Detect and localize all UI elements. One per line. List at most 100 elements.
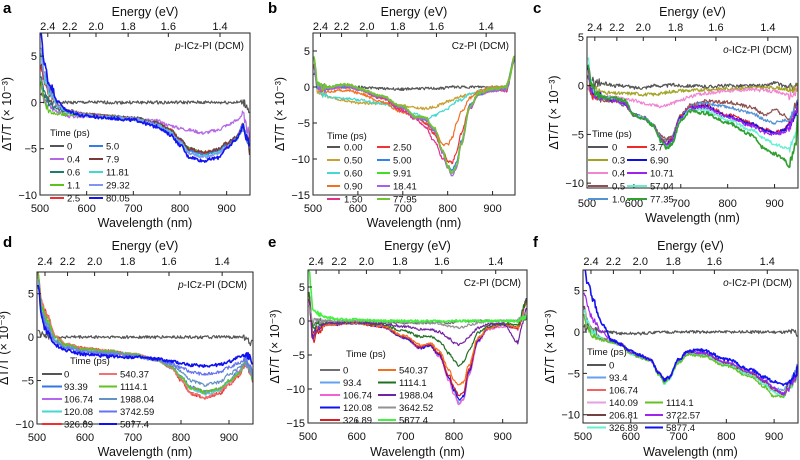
series-line-5877_4 xyxy=(584,270,798,387)
y-axis-label: ΔT/T (× 10⁻³) xyxy=(547,75,561,149)
energy-tick-label: 2.2 xyxy=(334,21,349,33)
legend-label: 0.5 xyxy=(612,182,625,193)
legend-title: Time (ps) xyxy=(70,356,110,367)
legend-item: 326.89 xyxy=(42,420,93,431)
x-tick-label: 700 xyxy=(669,431,687,443)
sample-label-text: -ICz-PI (DCM) xyxy=(729,278,792,289)
legend-item: 0.5 xyxy=(588,182,625,193)
legend-item: 93.4 xyxy=(587,373,628,384)
legend-label: 93.4 xyxy=(343,378,362,389)
legend-item: 0.00 xyxy=(327,143,363,154)
panel-label: f xyxy=(533,234,539,251)
legend-label: 3742.59 xyxy=(120,407,154,418)
legend-label: 3722.57 xyxy=(666,411,700,422)
legend-label: 326.89 xyxy=(64,420,93,431)
legend-item: 0 xyxy=(42,370,69,381)
energy-tick-label: 1.8 xyxy=(668,22,683,34)
series-line-0 xyxy=(40,91,250,114)
y-tick-label: −15 xyxy=(286,418,305,430)
series-lines xyxy=(37,272,253,400)
y-tick-label: −10 xyxy=(565,178,584,190)
legend-item: 0.4 xyxy=(50,155,80,166)
x-tick-label: 500 xyxy=(574,431,592,443)
energy-tick-label: 1.8 xyxy=(120,256,135,268)
x-tick-label: 500 xyxy=(31,203,49,215)
legend: Time (ps) 0 0.3 0.4 0.5 1.0 3.7 6.90 10.71 57.04 7… xyxy=(588,129,674,206)
energy-tick-label: 1.4 xyxy=(488,256,503,268)
legend: Time (ps)0.00 0.50 0.60 0.90 1.50 2.50 5.00 9.9… xyxy=(327,131,417,206)
legend-item: 10.71 xyxy=(627,169,674,180)
y-tick-label: −10 xyxy=(286,384,305,396)
y-tick-label: 0 xyxy=(299,316,305,328)
series-line-80_05 xyxy=(40,33,250,163)
legend-item: 1988.04 xyxy=(99,395,154,406)
energy-tick-label: 1.6 xyxy=(434,256,449,268)
sample-label: o-ICz-PI (DCM) xyxy=(723,45,792,56)
legend-label: 2.5 xyxy=(67,194,80,205)
legend-title: Time (ps) xyxy=(346,349,386,360)
top-axis-label: Energy (eV) xyxy=(659,5,726,19)
x-tick-label: 600 xyxy=(625,198,643,210)
series-line-0_4 xyxy=(587,85,798,109)
energy-tick-label: 1.8 xyxy=(120,21,135,33)
energy-tick-label: 2.2 xyxy=(60,256,75,268)
legend-item: 0.60 xyxy=(327,169,363,180)
top-axis-label: Energy (eV) xyxy=(112,239,179,253)
energy-tick-label: 2.0 xyxy=(636,22,651,34)
legend-item: 1114.1 xyxy=(645,398,694,409)
legend-label: 0 xyxy=(343,366,348,377)
x-tick-label: 700 xyxy=(672,198,690,210)
series-line-77_95 xyxy=(313,55,515,174)
x-tick-label: 900 xyxy=(493,431,511,443)
legend-label: 5.0 xyxy=(106,142,119,153)
legend-label: 106.74 xyxy=(343,391,372,402)
y-axis-label: ΔT/T (× 10⁻³) xyxy=(268,309,282,383)
legend-label: 1114.1 xyxy=(120,382,148,393)
legend-item: 80.05 xyxy=(89,194,130,205)
sample-label-italic: p xyxy=(177,280,184,291)
series-line-0_3 xyxy=(587,82,798,97)
legend-label: 77.35 xyxy=(650,195,674,206)
legend-item: 93.4 xyxy=(320,378,362,389)
plot-frame xyxy=(307,269,528,424)
legend-label: 93.4 xyxy=(609,373,628,384)
legend-label: 0 xyxy=(612,143,617,154)
y-tick-label: −5 xyxy=(21,376,34,388)
legend-label: 5877.4 xyxy=(399,416,428,427)
legend-item: 5877.4 xyxy=(99,420,149,431)
legend-item: 1114.1 xyxy=(378,378,427,389)
legend-item: 1.0 xyxy=(588,195,625,206)
y-axis-label: ΔT/T (× 10⁻³) xyxy=(273,77,287,151)
series-lines xyxy=(587,57,798,169)
legend-label: 18.41 xyxy=(393,182,417,193)
legend-item: 5.00 xyxy=(377,156,412,167)
legend-title: Time (ps) xyxy=(587,347,627,358)
y-tick-label: −10 xyxy=(291,154,310,166)
legend-label: 77.95 xyxy=(393,195,417,206)
legend-label: 10.71 xyxy=(650,169,674,180)
series-line-5877_4 xyxy=(37,284,253,368)
energy-tick-label: 1.6 xyxy=(161,21,176,33)
y-tick-label: −10 xyxy=(18,190,37,202)
legend-item: 0 xyxy=(587,361,614,372)
legend-item: 0 xyxy=(588,143,617,154)
sample-label-text: -ICz-PI (DCM) xyxy=(181,41,244,52)
series-line-540_37 xyxy=(308,294,527,386)
legend-label: 7.9 xyxy=(106,155,119,166)
panel-f: f 500 600 700 800 900 2.4 2.2 2.0 1.8 1.6 1.4 5 0 −5 −1… xyxy=(533,234,799,459)
y-tick-label: −5 xyxy=(571,129,584,141)
x-axis-label: Wavelength (nm) xyxy=(98,216,193,230)
y-tick-label: 0 xyxy=(31,97,37,109)
y-tick-label: −5 xyxy=(24,144,37,156)
y-axis-label: ΔT/T (× 10⁻³) xyxy=(0,311,11,385)
x-tick-label: 600 xyxy=(76,432,94,444)
top-axis-label: Energy (eV) xyxy=(384,239,451,253)
x-tick-label: 900 xyxy=(220,432,238,444)
legend-item: 18.41 xyxy=(377,182,417,193)
legend-label: 0 xyxy=(609,361,614,372)
legend-item: 1114.1 xyxy=(99,382,148,393)
sample-label-text: -ICz-PI (DCM) xyxy=(729,45,792,56)
x-tick-label: 900 xyxy=(765,198,783,210)
energy-tick-label: 2.0 xyxy=(359,256,374,268)
